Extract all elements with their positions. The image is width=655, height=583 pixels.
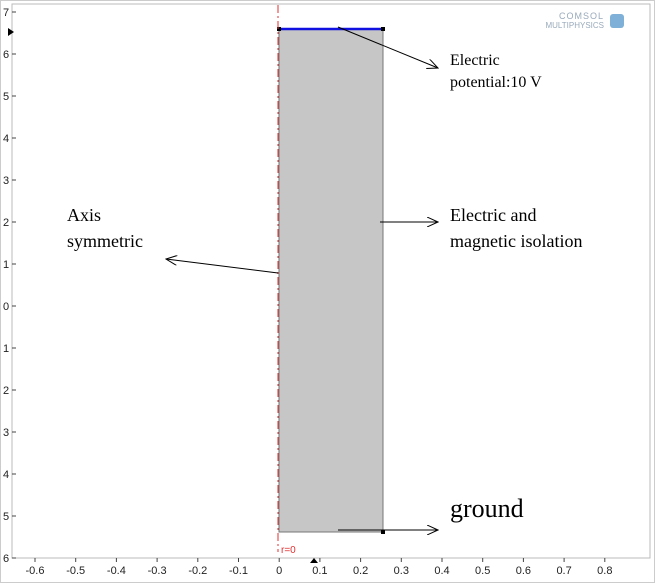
x-tick-label: 0.1 xyxy=(312,565,327,577)
arrow xyxy=(337,26,438,68)
logo-text: MULTIPHYSICS xyxy=(545,21,604,30)
x-tick-label: 0.3 xyxy=(394,565,409,577)
marker xyxy=(310,558,318,563)
x-tick-label: 0.5 xyxy=(475,565,490,577)
annotation: Electric xyxy=(450,52,500,69)
x-tick-label: 0.2 xyxy=(353,565,368,577)
y-tick-label: 5 xyxy=(3,91,9,103)
y-tick-label: 6 xyxy=(3,553,9,565)
y-tick-label: 2 xyxy=(3,385,9,397)
y-tick-label: 0 xyxy=(3,301,9,313)
ticks: -0.6 -0.5 -0.4 -0.3 -0.2 -0.1 0 0.1 0.2 0.3 0.4 0.5… xyxy=(3,7,612,577)
annotation: potential:10 V xyxy=(450,74,542,91)
y-tick-label: 1 xyxy=(3,343,9,355)
domain xyxy=(278,28,384,533)
x-tick-label: 0.8 xyxy=(597,565,612,577)
x-tick-label: 0.4 xyxy=(434,565,449,577)
annotations: Electric potential:10 V Electric and magnet… xyxy=(67,52,582,523)
vertex xyxy=(277,27,281,31)
x-tick-label: -0.6 xyxy=(26,565,45,577)
y-tick-label: 1 xyxy=(3,259,9,271)
logo-text: COMSOL xyxy=(559,11,604,21)
x-tick-label: -0.1 xyxy=(229,565,248,577)
y-tick-label: 3 xyxy=(3,175,9,187)
x-tick-label: -0.5 xyxy=(66,565,85,577)
annotation: symmetric xyxy=(67,231,143,251)
vertex xyxy=(381,27,385,31)
x-tick-label: -0.3 xyxy=(148,565,167,577)
logo-icon xyxy=(610,14,624,28)
y-tick-label: 4 xyxy=(3,133,9,145)
y-tick-label: 3 xyxy=(3,427,9,439)
x-tick-label: 0.6 xyxy=(516,565,531,577)
annotation: ground xyxy=(450,494,524,523)
x-tick-label: -0.2 xyxy=(188,565,207,577)
x-tick-label: 0.7 xyxy=(556,565,571,577)
x-tick-label: 0 xyxy=(276,565,282,577)
vertex xyxy=(381,530,385,534)
arrow xyxy=(166,259,279,274)
y-tick-label: 7 xyxy=(3,7,9,19)
annotation: magnetic isolation xyxy=(450,231,582,251)
axis-label: r=0 xyxy=(281,545,296,556)
annotation: Electric and xyxy=(450,205,536,225)
marker xyxy=(8,28,14,36)
x-tick-label: -0.4 xyxy=(107,565,126,577)
y-tick-label: 5 xyxy=(3,511,9,523)
y-tick-label: 2 xyxy=(3,217,9,229)
y-tick-label: 6 xyxy=(3,49,9,61)
annotation: Axis xyxy=(67,205,101,225)
y-tick-label: 4 xyxy=(3,469,9,481)
